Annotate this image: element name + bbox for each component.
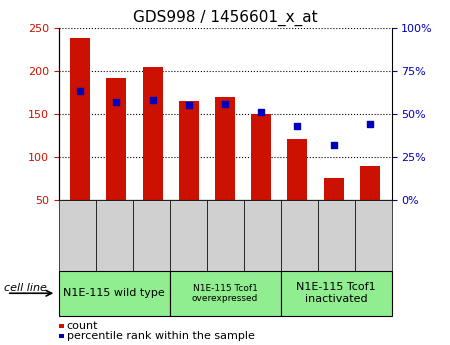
Text: N1E-115 wild type: N1E-115 wild type — [63, 288, 165, 298]
Bar — [58, 200, 95, 271]
Bar — [243, 200, 280, 271]
Bar — [143, 67, 162, 200]
Bar — [179, 101, 199, 200]
Bar — [251, 114, 271, 200]
Text: N1E-115 Tcof1
inactivated: N1E-115 Tcof1 inactivated — [296, 283, 376, 304]
Bar — [107, 78, 126, 200]
Point — [366, 121, 373, 127]
Point — [149, 97, 156, 103]
Text: count: count — [67, 321, 98, 331]
Bar — [318, 200, 355, 271]
Bar — [280, 271, 392, 316]
Bar — [207, 200, 243, 271]
Point — [113, 99, 120, 105]
Text: percentile rank within the sample: percentile rank within the sample — [67, 331, 255, 341]
Point — [330, 142, 337, 148]
Point — [185, 102, 193, 108]
Bar — [58, 324, 64, 328]
Bar — [170, 271, 280, 316]
Bar — [215, 97, 235, 200]
Bar — [132, 200, 170, 271]
Bar — [355, 200, 392, 271]
Point — [76, 89, 84, 94]
Point — [257, 109, 265, 115]
Bar — [360, 166, 380, 200]
Bar — [70, 38, 90, 200]
Bar — [58, 334, 64, 338]
Bar — [280, 200, 318, 271]
Bar — [324, 178, 343, 200]
Point — [294, 123, 301, 129]
Bar — [288, 139, 307, 200]
Bar — [170, 200, 207, 271]
Text: cell line: cell line — [4, 283, 47, 293]
Bar — [58, 271, 170, 316]
Text: N1E-115 Tcof1
overexpressed: N1E-115 Tcof1 overexpressed — [192, 284, 258, 303]
Title: GDS998 / 1456601_x_at: GDS998 / 1456601_x_at — [133, 10, 317, 26]
Point — [221, 101, 229, 106]
Bar — [95, 200, 132, 271]
